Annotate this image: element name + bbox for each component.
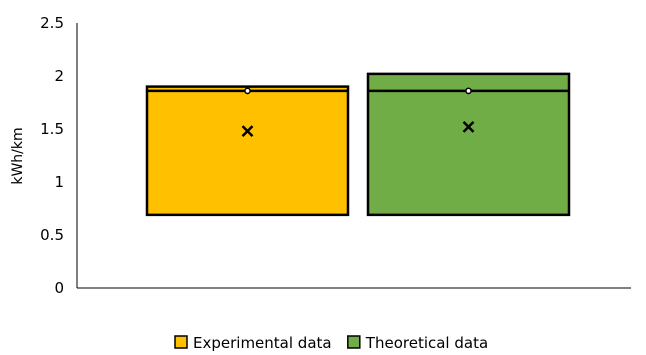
mean-marker xyxy=(241,125,254,138)
y-tick-label: 2 xyxy=(54,67,64,85)
box-series xyxy=(145,85,350,217)
legend-item: Experimental data xyxy=(174,334,332,352)
y-tick-label: 1.5 xyxy=(40,120,64,138)
boxes xyxy=(145,72,571,217)
mean-marker xyxy=(462,120,475,133)
y-tick-label: 2.5 xyxy=(40,14,64,32)
outlier-point xyxy=(465,87,472,95)
legend-label: Experimental data xyxy=(193,334,332,352)
y-axis-ticks: 0 0.5 1 1.5 2 2.5 xyxy=(40,14,64,297)
box-rect xyxy=(366,72,571,217)
y-axis-title: kWh/km xyxy=(10,127,26,184)
legend-item: Theoretical data xyxy=(347,334,488,352)
outlier-point xyxy=(244,87,251,95)
y-tick-label: 0.5 xyxy=(40,226,64,244)
box-series xyxy=(366,72,571,217)
box-rect xyxy=(145,85,350,217)
legend-label: Theoretical data xyxy=(365,334,488,352)
legend-swatch xyxy=(174,335,188,349)
legend: Experimental data Theoretical data xyxy=(174,334,488,352)
y-tick-label: 0 xyxy=(54,279,64,297)
legend-swatch xyxy=(347,335,361,349)
y-tick-label: 1 xyxy=(54,173,64,191)
